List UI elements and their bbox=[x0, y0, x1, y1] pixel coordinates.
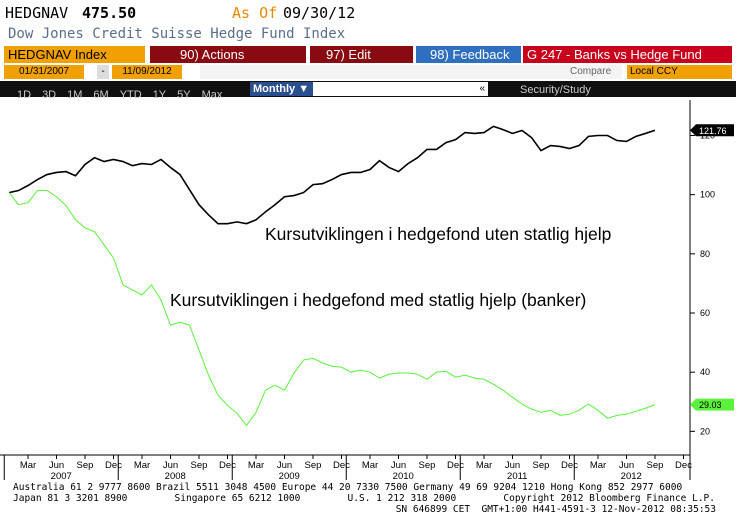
x-tick-label: Sep bbox=[533, 460, 550, 471]
index-name: Dow Jones Credit Suisse Hedge Fund Index bbox=[8, 26, 346, 42]
footer-line: Australia 61 2 9777 8600 Brazil 5511 304… bbox=[13, 482, 683, 493]
footer-item: Copyright 2012 Bloomberg Finance L.P. bbox=[503, 493, 715, 504]
footer-item: Japan 81 3 3201 8900 bbox=[13, 493, 128, 504]
last-value-label: 29.03 bbox=[699, 400, 722, 410]
x-tick-label: Dec bbox=[219, 460, 236, 471]
compare[interactable]: Compare bbox=[200, 65, 622, 79]
currency[interactable]: Local CCY bbox=[627, 65, 732, 79]
x-tick-label: Dec bbox=[333, 460, 350, 471]
x-tick-label: Dec bbox=[447, 460, 464, 471]
security[interactable]: HEDGNAV Index bbox=[4, 46, 145, 63]
x-tick-label: Jun bbox=[49, 460, 64, 471]
date-separator: - bbox=[97, 65, 109, 79]
x-group-label: 2011 bbox=[507, 471, 527, 482]
x-tick-label: Dec bbox=[105, 460, 122, 471]
x-tick-label: Dec bbox=[675, 460, 692, 471]
x-tick-label: Mar bbox=[590, 460, 606, 471]
chart: 20406080100120MarJunSepDecMarJunSepDecMa… bbox=[0, 98, 736, 482]
last-value-box bbox=[690, 124, 734, 137]
x-group-label: 2008 bbox=[165, 471, 186, 482]
actions-button[interactable]: 90) Actions bbox=[150, 46, 306, 63]
end-date[interactable]: 11/09/2012 bbox=[112, 65, 182, 79]
series-line bbox=[8, 190, 656, 427]
footer-item: Singapore 65 6212 1000 bbox=[174, 493, 301, 504]
x-tick-label: Sep bbox=[647, 460, 664, 471]
footer-line: SN 646899 CET GMT+1:00 H441-4591-3 12-No… bbox=[395, 504, 716, 515]
last-value-label: 121.76 bbox=[699, 126, 727, 136]
annotation: Kursutviklingen i hedgefond med statlig … bbox=[170, 290, 586, 310]
x-tick-label: Mar bbox=[362, 460, 378, 471]
price: 475.50 bbox=[82, 4, 137, 22]
y-tick-label: 40 bbox=[700, 367, 710, 377]
x-tick-label: Jun bbox=[505, 460, 520, 471]
x-tick-label: Mar bbox=[20, 460, 36, 471]
x-tick-label: Sep bbox=[305, 460, 322, 471]
collapse[interactable]: « bbox=[313, 82, 488, 96]
y-tick-label: 80 bbox=[700, 249, 710, 259]
frequency[interactable]: Monthly ▼ bbox=[250, 82, 313, 96]
x-tick-label: Mar bbox=[134, 460, 150, 471]
as-of-date: 09/30/12 bbox=[283, 4, 356, 22]
x-tick-label: Jun bbox=[619, 460, 634, 471]
y-tick-label: 100 bbox=[700, 190, 715, 200]
x-group-label: 2010 bbox=[393, 471, 414, 482]
x-tick-label: Sep bbox=[419, 460, 436, 471]
security-study[interactable]: Security/Study bbox=[520, 84, 591, 96]
x-tick-label: Mar bbox=[476, 460, 492, 471]
x-tick-label: Dec bbox=[561, 460, 578, 471]
annotation: Kursutviklingen i hedgefond uten statlig… bbox=[265, 224, 611, 244]
x-tick-label: Jun bbox=[163, 460, 178, 471]
series-line bbox=[8, 125, 656, 225]
footer-item: U.S. 1 212 318 2000 bbox=[347, 493, 457, 504]
ticker: HEDGNAV bbox=[5, 4, 69, 22]
x-group-label: 2007 bbox=[51, 471, 72, 482]
footer-line: Japan 81 3 3201 8900 Singapore 65 6212 10… bbox=[13, 493, 715, 504]
x-tick-label: Jun bbox=[277, 460, 292, 471]
x-tick-label: Sep bbox=[77, 460, 94, 471]
chart-name: G 247 - Banks vs Hedge Fund bbox=[523, 46, 732, 63]
x-tick-label: Sep bbox=[191, 460, 208, 471]
y-tick-label: 20 bbox=[700, 426, 710, 436]
x-tick-label: Mar bbox=[248, 460, 264, 471]
y-tick-label: 60 bbox=[700, 308, 710, 318]
last-value-box bbox=[690, 398, 734, 411]
x-tick-label: Jun bbox=[391, 460, 406, 471]
periods: 1D 3D 1M 6M YTD 1Y 5Y Max bbox=[17, 83, 233, 101]
edit-button[interactable]: 97) Edit bbox=[310, 46, 413, 63]
start-date[interactable]: 01/31/2007 bbox=[4, 65, 84, 79]
as-of-label: As Of bbox=[232, 4, 278, 22]
x-group-label: 2012 bbox=[621, 471, 642, 482]
x-group-label: 2009 bbox=[279, 471, 300, 482]
feedback-button[interactable]: 98) Feedback bbox=[416, 46, 521, 63]
